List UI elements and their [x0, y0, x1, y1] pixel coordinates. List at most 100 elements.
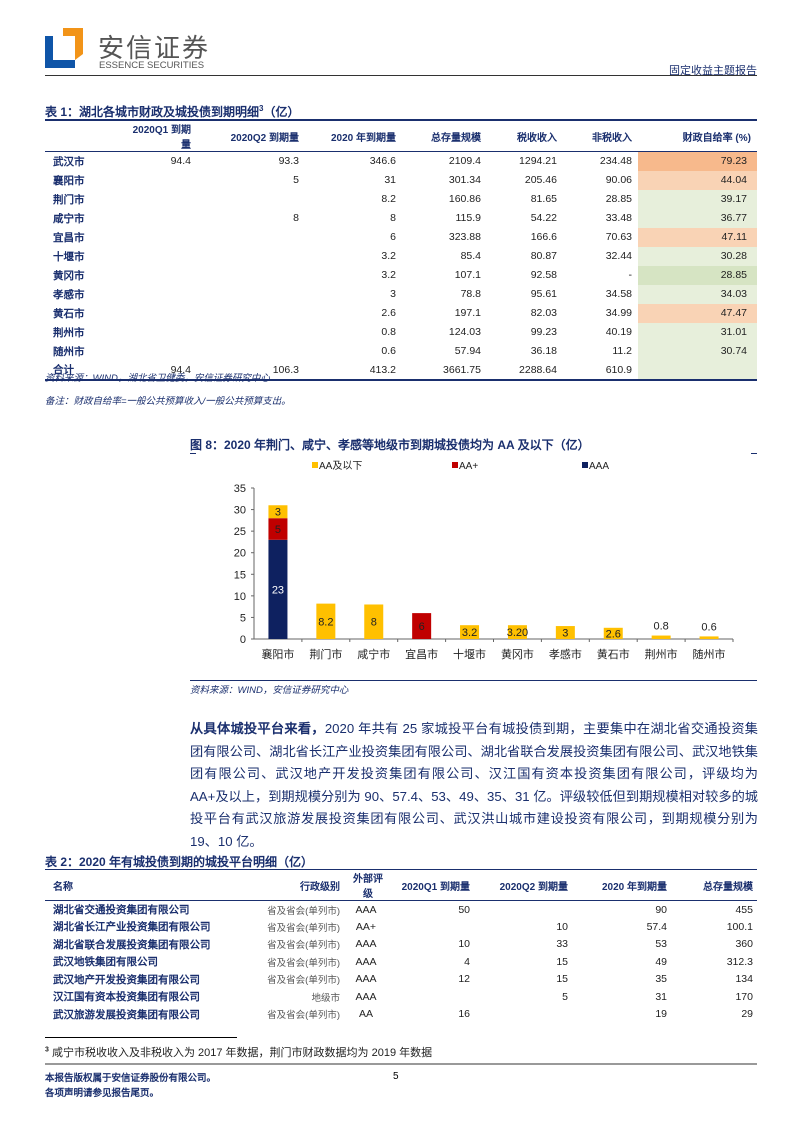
table-cell: 106.3: [272, 363, 299, 376]
y-tick-label: 25: [234, 526, 246, 538]
data-label: 3: [562, 628, 568, 640]
bar-AA及以下: [364, 604, 384, 639]
brand-en: ESSENCE SECURITIES: [99, 60, 205, 71]
table2-header-cell: 2020Q1 到期量: [392, 869, 474, 901]
table-cell: 12: [458, 973, 470, 986]
table-cell: 81.65: [530, 193, 557, 205]
table2-header-cell: 2020Q2 到期量: [474, 869, 572, 901]
table-cell: 134: [735, 973, 753, 986]
figure8-chart: AA及以下 AA+ AAA 0 5 10 15 20 25 30 35 襄阳市 23 5 3 荆门市 8.2 咸宁…: [234, 460, 734, 661]
table-cell: AAA: [355, 955, 377, 968]
footnote-ref[interactable]: 3: [259, 104, 264, 113]
table-cell: 197.1: [454, 307, 481, 319]
table-cell: 5: [562, 990, 568, 1003]
table1-source: 资料来源：WIND，湖北省卫健委，安信证券研究中心: [45, 373, 270, 384]
x-tick-label: 十堰市: [453, 647, 486, 661]
table-cell: 49: [655, 955, 667, 968]
table-row: 合计 94.4 106.3 413.2 3661.75 2288.64 610.9: [45, 360, 757, 380]
table-cell: 79.23: [638, 151, 757, 171]
x-tick-label: 荆州市: [645, 647, 678, 661]
y-tick-label: 10: [234, 591, 246, 603]
table-cell: 0.6: [381, 345, 396, 357]
table-cell: 34.99: [605, 307, 632, 319]
page-number: 5: [393, 1071, 399, 1082]
table-cell: 50: [458, 903, 470, 916]
table1-header-cell: 2020 年到期量: [305, 120, 402, 152]
table-cell: 33: [556, 938, 568, 951]
table-cell: 44.04: [638, 170, 757, 190]
table-cell: 省及省会(单列市): [267, 975, 340, 987]
table-cell: 170: [735, 990, 753, 1003]
table-cell: 57.4: [646, 920, 667, 933]
table-cell: 6: [390, 231, 396, 243]
table-row: 湖北省长江产业投资集团有限公司 省及省会(单列市) AA+ 10 57.4 100.1: [45, 918, 757, 936]
table-cell: 省及省会(单列市): [267, 940, 340, 952]
table1-header-cell: 2020Q1 到期量: [125, 120, 197, 152]
table-row: 十堰市 3.2 85.4 80.87 32.44 30.28: [45, 246, 757, 266]
table2-header-cell: 2020 年到期量: [572, 869, 671, 901]
body-paragraph: 从具体城投平台来看，2020 年共有 25 家城投平台有城投债到期，主要集中在湖…: [190, 718, 758, 853]
table-cell: AA+: [355, 920, 377, 933]
data-label: 6: [419, 621, 425, 633]
table-cell: 2288.64: [519, 363, 557, 376]
table-cell: 30.74: [638, 341, 757, 361]
table-row: 荆门市 8.2 160.86 81.65 28.85 39.17: [45, 189, 757, 209]
paragraph-lead: 从具体城投平台来看，: [190, 721, 325, 736]
table2-header-cell: 总存量规模: [671, 869, 757, 901]
table-cell: 92.58: [530, 269, 557, 281]
table-cell: 2109.4: [448, 155, 481, 168]
platform-name: 湖北省联合发展投资集团有限公司: [53, 938, 211, 951]
table-cell: [474, 901, 572, 919]
footnote-rule: [45, 1037, 237, 1038]
table-cell: 57.94: [454, 345, 481, 357]
table-cell: 85.4: [460, 250, 481, 262]
table-row: 湖北省交通投资集团有限公司 省及省会(单列市) AAA 50 90 455: [45, 901, 757, 919]
legend-swatch: [582, 462, 588, 468]
table-cell: 610.9: [605, 363, 632, 376]
table-cell: 94.4: [170, 363, 191, 376]
platform-name: 汉江国有资本投资集团有限公司: [53, 991, 200, 1004]
city-name: 孝感市: [53, 288, 85, 301]
table-cell: [125, 171, 197, 190]
table-cell: [197, 247, 305, 266]
table-cell: 99.23: [530, 326, 557, 338]
table-cell: 29: [741, 1008, 753, 1021]
platform-name: 武汉地铁集团有限公司: [53, 956, 158, 969]
city-name: 黄冈市: [53, 269, 85, 282]
table-cell: 省及省会(单列市): [267, 905, 340, 917]
table-cell: 3.2: [381, 250, 396, 262]
table1: 2020Q1 到期量 2020Q2 到期量 2020 年到期量 总存量规模 税收收入 非税…: [45, 119, 757, 381]
data-label: 3.2: [462, 627, 477, 639]
table-cell: 10: [458, 938, 470, 951]
table-cell: 95.61: [530, 288, 557, 300]
table-row: 武汉旅游发展投资集团有限公司 省及省会(单列市) AA 16 19 29: [45, 1006, 757, 1024]
city-name: 宜昌市: [53, 231, 85, 244]
footnote-text: 咸宁市税收收入及非税收入为 2017 年数据，荆门市财政数据均为 2019 年数…: [51, 1047, 433, 1059]
table-cell: 124.03: [448, 326, 481, 338]
table1-unit: （亿）: [263, 105, 300, 119]
figure-rule-left: [190, 453, 196, 454]
footnote-number: 3: [45, 1046, 49, 1054]
paragraph-body: 2020 年共有 25 家城投平台有城投债到期，主要集中在湖北省交通投资集团有限…: [190, 721, 758, 849]
city-name: 荆门市: [53, 193, 85, 206]
y-tick-label: 5: [240, 612, 246, 624]
data-label: 8.2: [318, 616, 333, 628]
table-cell: 2.6: [381, 307, 396, 319]
platform-name: 武汉旅游发展投资集团有限公司: [53, 1008, 200, 1021]
table-cell: [125, 323, 197, 342]
table-cell: 34.58: [605, 288, 632, 300]
x-tick-label: 咸宁市: [357, 647, 390, 661]
table-cell: 47.47: [638, 303, 757, 323]
y-tick-label: 30: [234, 505, 246, 517]
table-cell: 11.2: [612, 345, 632, 357]
table-cell: 32.44: [605, 250, 632, 262]
x-tick-label: 荆门市: [309, 647, 342, 661]
table-row: 武汉地产开发投资集团有限公司 省及省会(单列市) AAA 12 15 35 134: [45, 971, 757, 989]
bar-AA+: [268, 518, 288, 540]
table-cell: 78.8: [460, 288, 481, 300]
table1-title: 表 1：湖北各城市财政及城投债到期明细3（亿）: [45, 103, 299, 120]
table-cell: 15: [556, 955, 568, 968]
table-cell: 54.22: [530, 212, 557, 224]
table-row: 黄石市 2.6 197.1 82.03 34.99 47.47: [45, 303, 757, 323]
brand-cn: 安信证券: [98, 33, 211, 63]
